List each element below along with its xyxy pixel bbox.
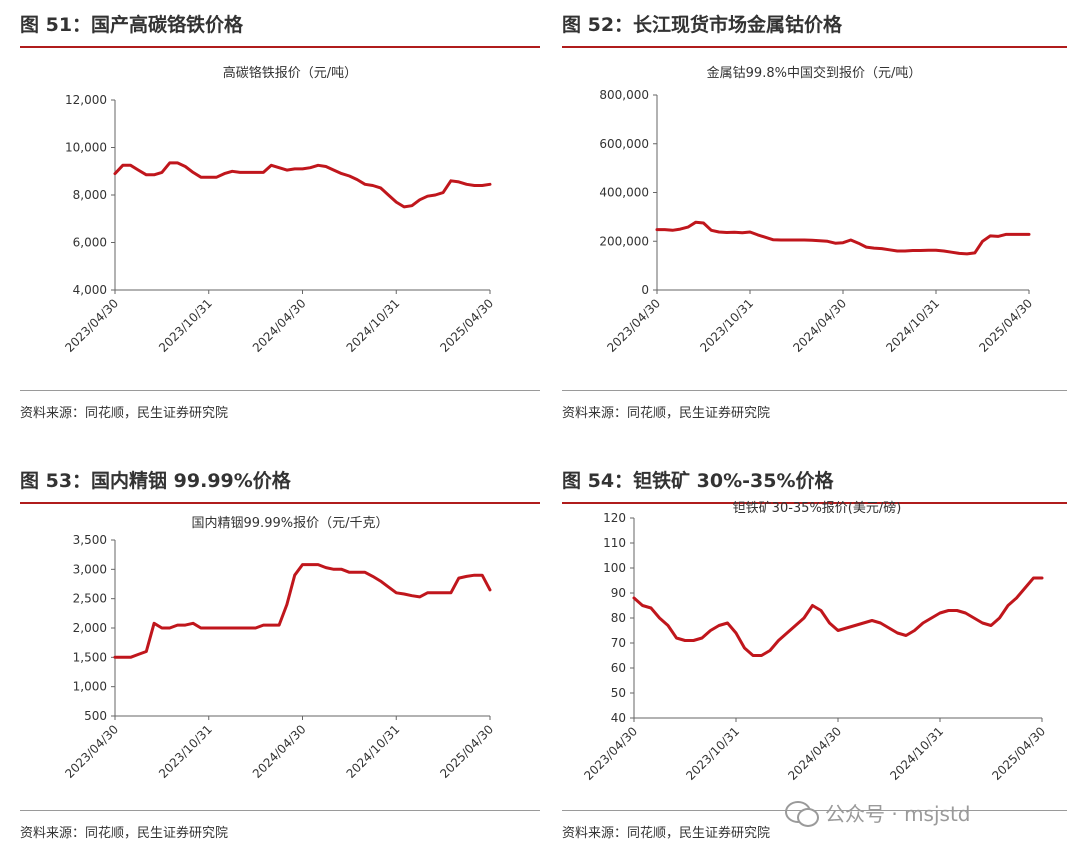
x-tick-label: 2024/04/30	[250, 296, 309, 355]
title-rule	[20, 46, 540, 48]
x-tick-label: 2023/04/30	[62, 722, 121, 781]
y-tick-label: 2,000	[73, 621, 107, 635]
y-tick-label: 6,000	[73, 236, 107, 250]
y-tick-label: 800,000	[599, 88, 649, 102]
x-tick-label: 2024/04/30	[785, 724, 844, 783]
chart-panel-52: 图 52：长江现货市场金属钴价格 金属钴99.8%中国交到报价（元/吨） 800,…	[562, 10, 1067, 430]
x-tick-label: 2023/10/31	[156, 296, 215, 355]
figure-title: 图 52：长江现货市场金属钴价格	[562, 14, 843, 36]
y-tick-label: 110	[603, 536, 626, 550]
line-chart-svg: 钽铁矿30-35%报价(美元/磅)12011010090807060504020…	[581, 500, 1048, 783]
y-tick-label: 10,000	[65, 141, 107, 155]
y-tick-label: 100	[603, 561, 626, 575]
x-tick-label: 2023/04/30	[604, 296, 663, 355]
x-tick-label: 2024/04/30	[250, 722, 309, 781]
x-tick-label: 2025/04/30	[989, 724, 1048, 783]
source-note: 资料来源：同花顺，民生证券研究院	[562, 826, 771, 841]
line-chart-svg: 高碳铬铁报价（元/吨）12,00010,0008,0006,0004,00020…	[62, 65, 496, 355]
y-tick-label: 80	[611, 611, 626, 625]
x-tick-label: 2024/10/31	[344, 722, 403, 781]
series-line	[632, 576, 1044, 657]
series-line	[113, 161, 492, 209]
source-rule	[20, 810, 540, 811]
x-tick-label: 2023/10/31	[683, 724, 742, 783]
chart-title: 金属钴99.8%中国交到报价（元/吨）	[707, 65, 922, 81]
figure-title: 图 51：国产高碳铬铁价格	[20, 14, 244, 36]
x-tick-label: 2025/04/30	[437, 722, 496, 781]
x-tick-label: 2025/04/30	[976, 296, 1035, 355]
chart-panel-54: 图 54：钽铁矿 30%-35%价格 钽铁矿30-35%报价(美元/磅) 120 1…	[562, 466, 1067, 846]
line-chart-svg: 金属钴99.8%中国交到报价（元/吨） 800,000 600,000 400,000…	[599, 65, 1035, 355]
y-tick-label: 12,000	[65, 93, 107, 107]
chart-title: 钽铁矿30-35%报价(美元/磅)	[733, 500, 902, 516]
source-rule	[20, 390, 540, 391]
title-rule	[20, 502, 540, 504]
y-tick-label: 3,000	[73, 562, 107, 576]
source-note: 资料来源：同花顺，民生证券研究院	[20, 406, 229, 421]
y-tick-label: 200,000	[599, 234, 649, 248]
y-tick-label: 50	[611, 686, 626, 700]
wechat-icon	[785, 799, 819, 827]
series-line	[655, 220, 1031, 256]
y-tick-label: 0	[641, 283, 649, 297]
x-tick-label: 2023/10/31	[156, 722, 215, 781]
watermark: 公众号 · msjstd	[785, 798, 971, 827]
watermark-text: 公众号 · msjstd	[825, 802, 971, 826]
y-tick-label: 120	[603, 511, 626, 525]
x-tick-label: 2024/10/31	[887, 724, 946, 783]
y-tick-label: 600,000	[599, 137, 649, 151]
y-tick-label: 8,000	[73, 188, 107, 202]
x-tick-label: 2025/04/30	[437, 296, 496, 355]
x-tick-label: 2023/04/30	[62, 296, 121, 355]
y-tick-label: 400,000	[599, 186, 649, 200]
y-tick-label: 500	[84, 709, 107, 723]
y-tick-label: 4,000	[73, 283, 107, 297]
y-tick-label: 3,500	[73, 533, 107, 547]
source-note: 资料来源：同花顺，民生证券研究院	[20, 826, 229, 841]
chart-title: 高碳铬铁报价（元/吨）	[223, 65, 357, 81]
x-tick-label: 2023/04/30	[581, 724, 640, 783]
series-line	[113, 563, 492, 659]
y-tick-label: 2,500	[73, 592, 107, 606]
line-chart-svg: 国内精铟99.99%报价（元/千克） 3,500 3,000 2,500 2,000 1,…	[62, 515, 496, 781]
x-tick-label: 2024/10/31	[344, 296, 403, 355]
chart-title: 国内精铟99.99%报价（元/千克）	[192, 515, 389, 531]
chart-panel-53: 图 53：国内精铟 99.99%价格 国内精铟99.99%报价（元/千克） 3,5…	[20, 466, 540, 846]
title-rule	[562, 46, 1067, 48]
y-tick-label: 1,500	[73, 650, 107, 664]
figure-title: 图 53：国内精铟 99.99%价格	[20, 470, 291, 492]
source-note: 资料来源：同花顺，民生证券研究院	[562, 406, 771, 421]
chart-panel-51: 图 51：国产高碳铬铁价格 高碳铬铁报价（元/吨） 12,000 10,000 8,0…	[20, 10, 540, 430]
y-tick-label: 90	[611, 586, 626, 600]
x-tick-label: 2023/10/31	[697, 296, 756, 355]
source-rule	[562, 390, 1067, 391]
title-rule	[562, 502, 1067, 504]
x-tick-label: 2024/04/30	[790, 296, 849, 355]
figure-title: 图 54：钽铁矿 30%-35%价格	[562, 470, 834, 492]
y-tick-label: 40	[611, 711, 626, 725]
y-tick-label: 70	[611, 636, 626, 650]
y-tick-label: 60	[611, 661, 626, 675]
x-tick-label: 2024/10/31	[883, 296, 942, 355]
y-tick-label: 1,000	[73, 680, 107, 694]
